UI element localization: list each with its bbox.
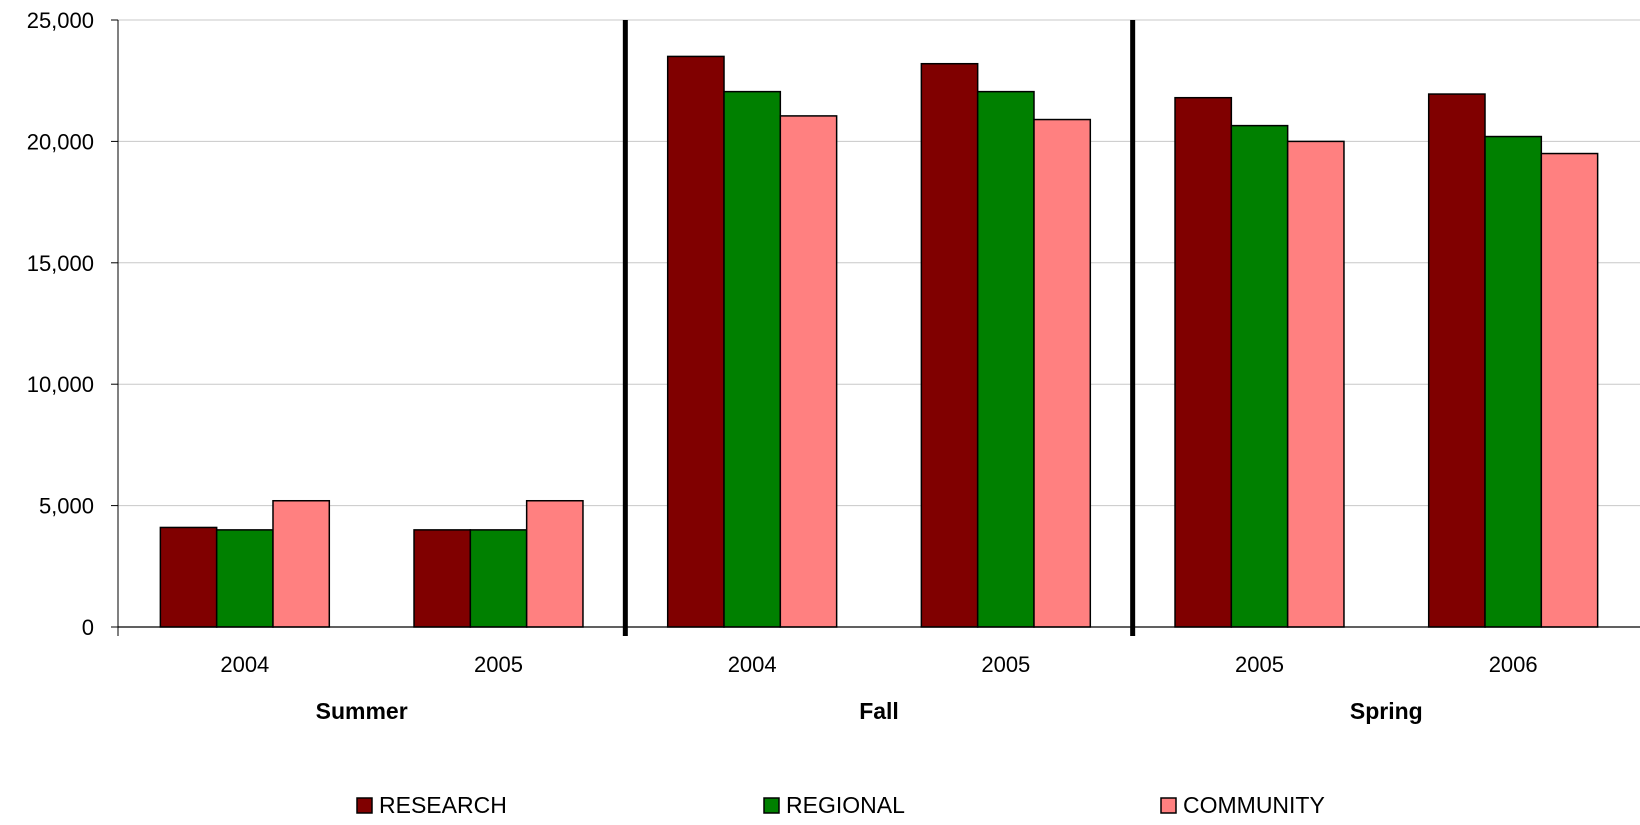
x-tick-label: 2005: [1235, 652, 1284, 677]
legend: RESEARCH REGIONAL COMMUNITY: [356, 792, 1325, 818]
bar-community-3: [1033, 118, 1092, 628]
bar-regional-2: [723, 90, 782, 628]
bar-regional-5: [1484, 135, 1543, 628]
bar-research-1: [413, 529, 472, 628]
y-tick-label: 10,000: [27, 372, 94, 397]
legend-label-research: RESEARCH: [379, 792, 507, 818]
tick-labels: 0 5,000 10,000 15,000 20,000 25,000 2004 2005 20…: [27, 8, 1538, 724]
bar-community-1: [525, 499, 584, 628]
y-tick-label: 15,000: [27, 251, 94, 276]
bar-regional-0: [215, 529, 274, 628]
legend-swatch-regional: [763, 797, 780, 814]
group-label-spring: Spring: [1350, 698, 1423, 724]
x-tick-label: 2005: [981, 652, 1030, 677]
bar-research-0: [159, 526, 218, 628]
bar-regional-4: [1230, 124, 1289, 628]
bar-community-0: [272, 499, 331, 628]
x-tick-label: 2005: [474, 652, 523, 677]
bar-regional-1: [469, 529, 528, 628]
axes: [111, 19, 1640, 636]
legend-swatch-research: [356, 797, 373, 814]
y-tick-label: 5,000: [39, 494, 94, 519]
y-tick-label: 25,000: [27, 8, 94, 33]
x-tick-label: 2004: [220, 652, 269, 677]
bar-research-5: [1427, 93, 1486, 628]
x-tick-label: 2006: [1489, 652, 1538, 677]
gridlines: [118, 19, 1640, 507]
bar-research-3: [920, 62, 979, 628]
bar-community-5: [1540, 152, 1599, 628]
bar-community-4: [1286, 140, 1345, 628]
bar-community-2: [779, 115, 838, 628]
group-label-fall: Fall: [859, 698, 899, 724]
bar-regional-3: [976, 90, 1035, 628]
legend-label-regional: REGIONAL: [786, 792, 905, 818]
bars: [159, 55, 1599, 628]
bar-research-2: [666, 55, 725, 628]
group-label-summer: Summer: [316, 698, 408, 724]
x-tick-label: 2004: [728, 652, 777, 677]
y-tick-label: 20,000: [27, 129, 94, 154]
y-tick-label: 0: [82, 615, 94, 640]
legend-swatch-community: [1160, 797, 1177, 814]
bar-research-4: [1174, 96, 1233, 628]
legend-label-community: COMMUNITY: [1183, 792, 1325, 818]
